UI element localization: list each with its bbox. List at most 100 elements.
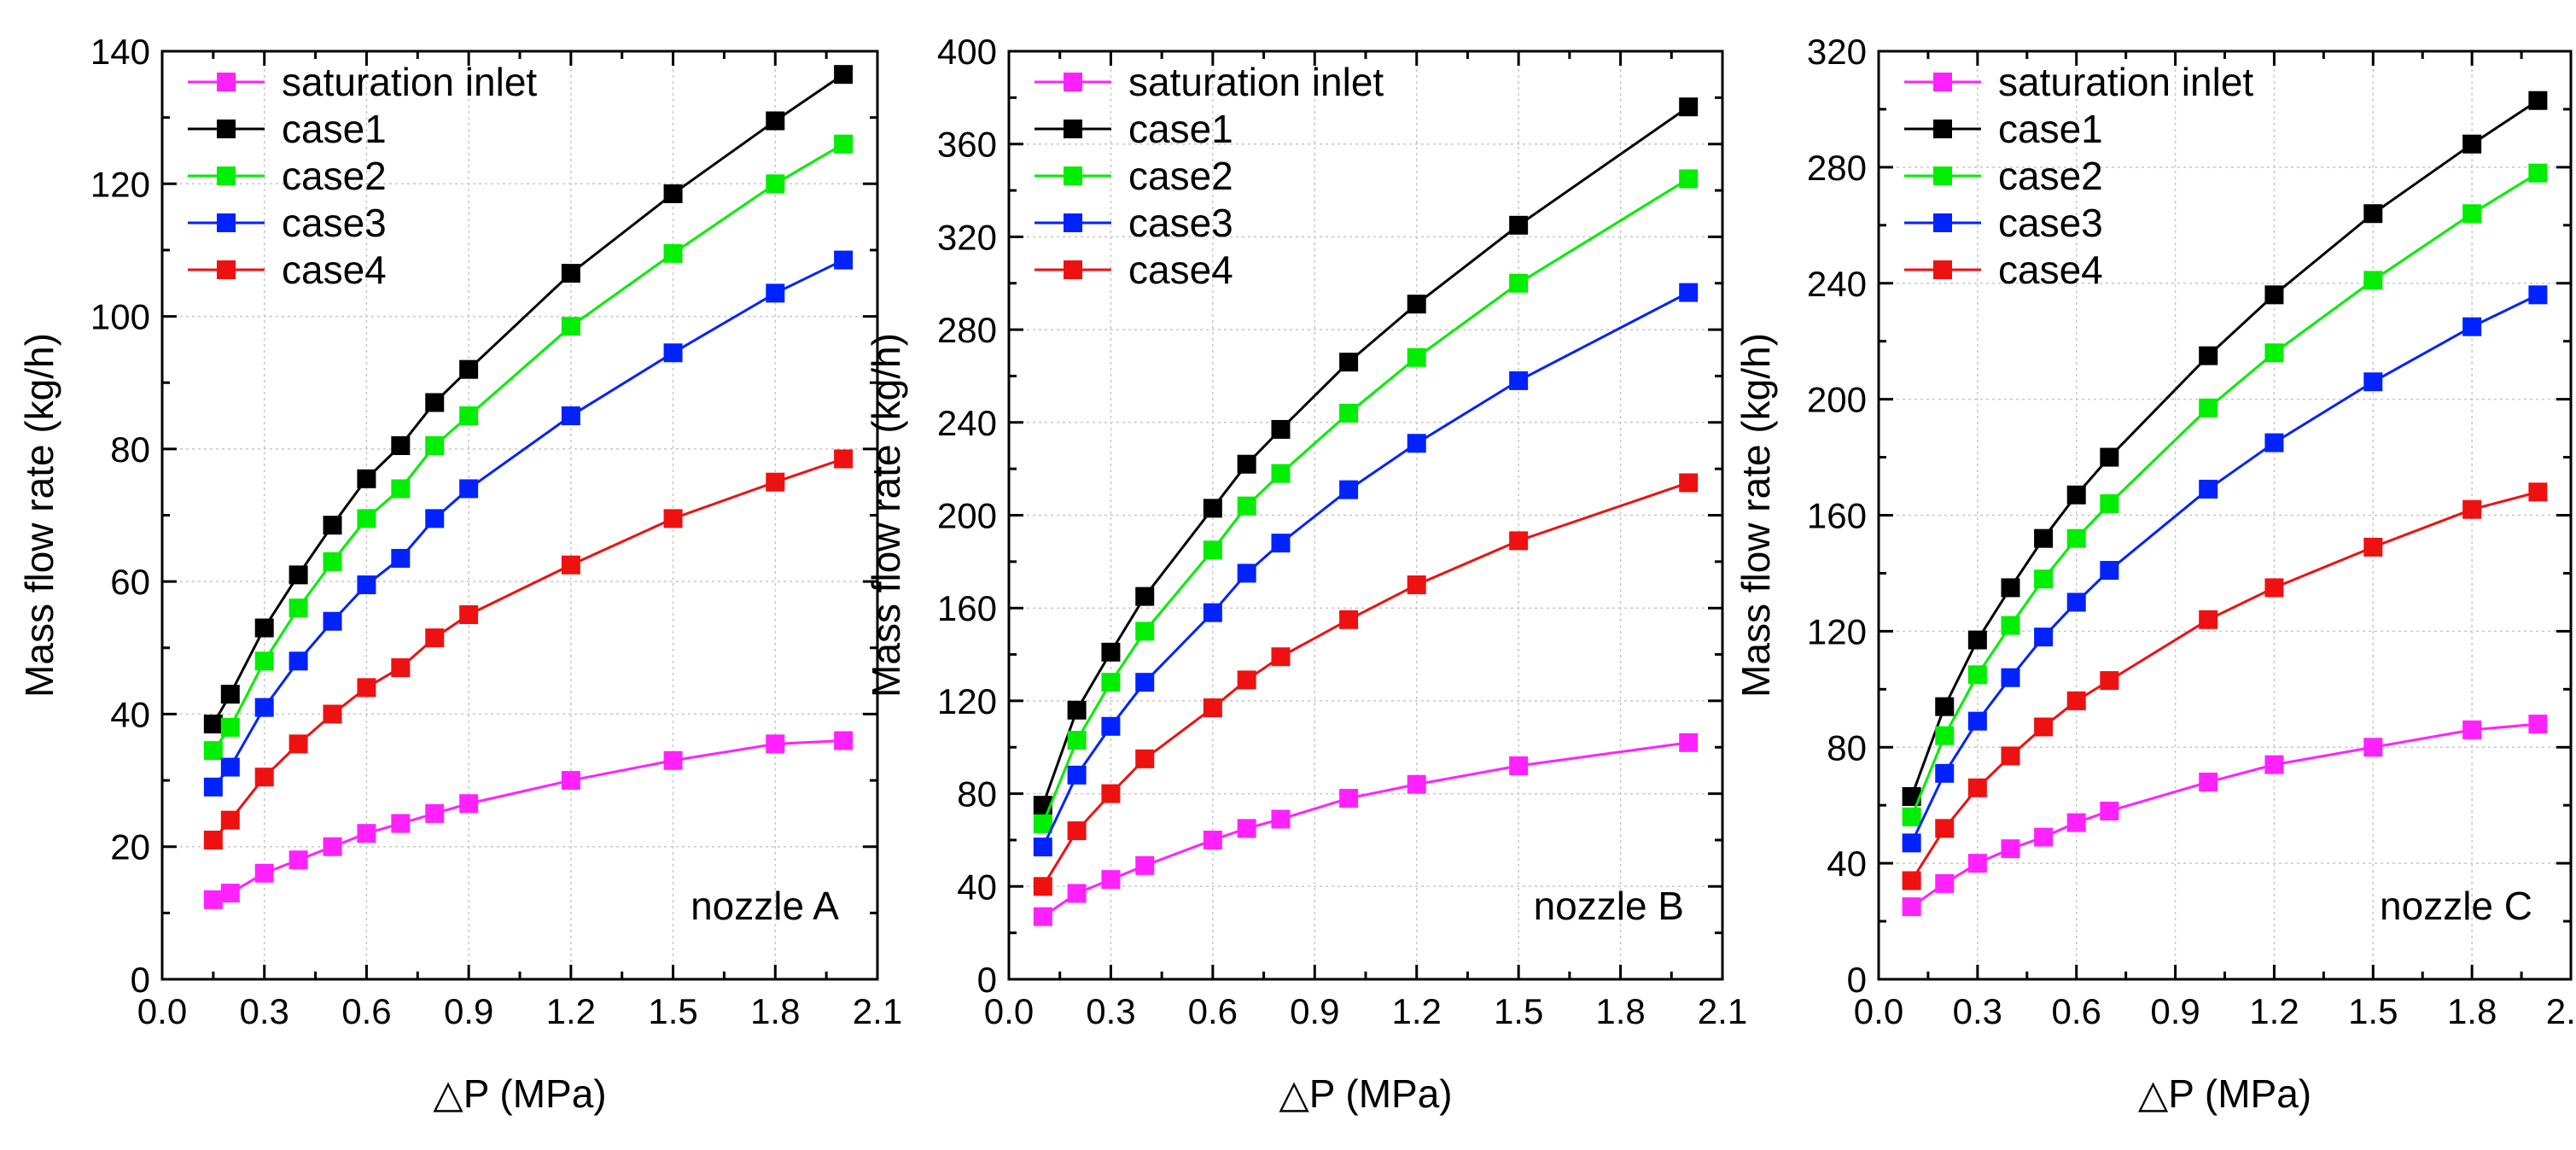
grid — [1008, 50, 1723, 980]
y-tick-label: 0 — [131, 960, 150, 1000]
data-point — [1339, 353, 1359, 372]
x-tick-label: 2.1 — [1698, 991, 1747, 1031]
legend-marker — [1064, 213, 1082, 232]
data-point — [288, 565, 308, 585]
data-point — [1203, 499, 1222, 518]
data-point — [288, 734, 308, 754]
data-point — [1679, 97, 1699, 117]
panel-annotation: nozzle A — [691, 884, 839, 928]
x-tick-label: 2.1 — [2546, 991, 2576, 1031]
data-point — [834, 731, 854, 750]
data-point — [2528, 482, 2548, 502]
axis-ticks — [1007, 50, 1724, 981]
series-case2 — [1033, 169, 1699, 833]
data-point — [2363, 738, 2383, 757]
data-point — [1101, 784, 1121, 803]
data-point — [2528, 715, 2548, 734]
data-point — [1203, 698, 1222, 718]
data-point — [2528, 163, 2548, 183]
legend-label: saturation inlet — [1128, 60, 1384, 104]
data-point — [203, 830, 223, 849]
series-saturation-inlet — [1902, 715, 2548, 917]
legend-label: case1 — [1998, 107, 2103, 151]
data-point — [2264, 755, 2284, 774]
data-point — [425, 803, 445, 823]
data-point — [1967, 711, 1987, 731]
data-point — [2066, 528, 2086, 548]
y-tick-label: 280 — [937, 310, 997, 350]
data-point — [1339, 610, 1359, 629]
data-point — [254, 618, 274, 638]
data-point — [2001, 668, 2020, 687]
data-point — [425, 509, 445, 528]
data-point — [220, 685, 240, 704]
legend-marker — [217, 260, 236, 279]
data-point — [2264, 285, 2284, 305]
x-tick-label: 1.5 — [2348, 991, 2398, 1031]
data-point — [2034, 569, 2054, 589]
data-point — [1509, 273, 1529, 293]
y-tick-label: 120 — [1807, 611, 1867, 651]
data-point — [2034, 528, 2054, 548]
data-point — [1935, 763, 1955, 783]
data-point — [2528, 285, 2548, 305]
legend-marker — [1064, 260, 1082, 279]
series-line — [1910, 99, 2539, 797]
data-point — [1509, 371, 1529, 390]
legend-label: case3 — [1128, 201, 1233, 245]
y-tick-label: 140 — [90, 32, 150, 72]
data-point — [2001, 616, 2020, 635]
data-point — [2066, 813, 2086, 832]
x-tick-label: 1.2 — [1392, 991, 1442, 1031]
x-tick-label: 1.2 — [2249, 991, 2299, 1031]
x-axis-label: △P (MPa) — [2138, 1071, 2311, 1116]
data-point — [1203, 540, 1222, 560]
y-tick-label: 160 — [1807, 496, 1867, 536]
data-point — [2066, 485, 2086, 505]
legend-label: case4 — [1998, 248, 2103, 292]
x-tick-label: 0.6 — [1188, 991, 1238, 1031]
data-point — [220, 810, 240, 830]
data-point — [1679, 473, 1699, 493]
data-point — [1967, 778, 1987, 797]
legend-marker — [1933, 120, 1952, 138]
y-tick-label: 80 — [1827, 727, 1867, 768]
data-point — [1509, 215, 1529, 235]
data-point — [220, 757, 240, 777]
data-point — [1203, 603, 1222, 622]
y-tick-label: 40 — [110, 694, 150, 734]
x-tick-label: 1.5 — [648, 991, 697, 1031]
y-tick-label: 200 — [937, 496, 997, 536]
data-point — [561, 317, 580, 336]
data-point — [2100, 447, 2119, 467]
x-tick-label: 1.5 — [1494, 991, 1543, 1031]
data-point — [2264, 433, 2284, 452]
data-point — [1237, 454, 1256, 474]
legend-marker — [217, 213, 236, 232]
plot-frame — [1007, 50, 1724, 981]
y-tick-label: 200 — [1807, 380, 1867, 420]
y-tick-label: 80 — [957, 774, 997, 814]
data-point — [1101, 642, 1121, 662]
data-point — [425, 435, 445, 455]
y-tick-label: 280 — [1807, 148, 1867, 188]
data-point — [1339, 789, 1359, 809]
x-axis-label: △P (MPa) — [1279, 1071, 1452, 1116]
data-point — [1935, 697, 1955, 716]
data-point — [1509, 531, 1529, 551]
y-tick-label: 240 — [1807, 264, 1867, 304]
series-case2 — [203, 134, 854, 761]
data-point — [459, 479, 479, 499]
data-point — [2199, 398, 2218, 417]
series-case1 — [1902, 90, 2548, 806]
data-point — [459, 794, 479, 814]
legend-marker — [1064, 120, 1082, 138]
legend-marker — [217, 120, 236, 138]
data-point — [1067, 765, 1087, 785]
data-point — [288, 651, 308, 671]
data-point — [288, 598, 308, 618]
series-saturation-inlet — [203, 731, 854, 909]
data-point — [2462, 204, 2482, 224]
series-case4 — [1902, 482, 2548, 890]
